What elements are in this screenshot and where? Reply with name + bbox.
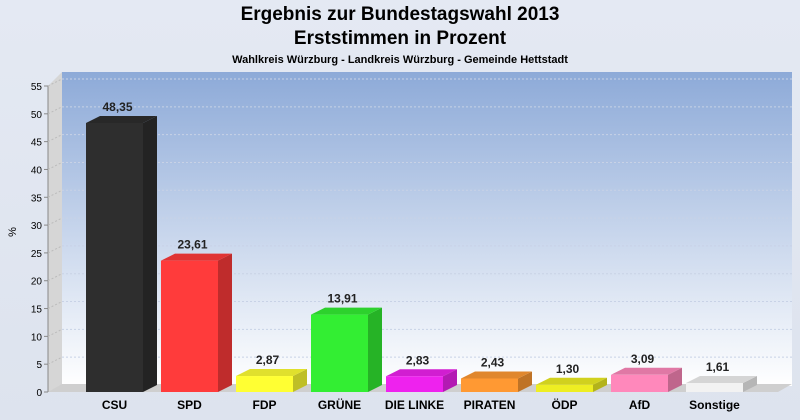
gridline-side	[47, 78, 63, 87]
y-tick-label: 25	[31, 249, 43, 260]
bar-top	[461, 371, 532, 379]
x-tick-label: ÖDP	[551, 397, 577, 412]
bar-side	[218, 253, 232, 392]
y-tick-label: 5	[36, 360, 42, 371]
bar-ödp	[536, 377, 607, 392]
y-tick-label: 20	[31, 277, 43, 288]
bar-front	[686, 383, 743, 392]
y-tick-label: 15	[31, 305, 43, 316]
bar-top	[611, 367, 682, 375]
y-tick-label: 30	[31, 221, 43, 232]
bar-front	[311, 314, 368, 392]
bar-csu	[86, 115, 157, 393]
x-tick-label: CSU	[102, 398, 127, 412]
bar-side	[593, 377, 607, 392]
x-tick-label: AfD	[629, 398, 651, 412]
gridline-side	[47, 162, 63, 170]
gridline-side	[47, 217, 63, 226]
chart-subtitle: Wahlkreis Würzburg - Landkreis Würzburg …	[232, 54, 568, 66]
y-tick-label: 40	[31, 165, 43, 176]
x-tick-label: GRÜNE	[318, 397, 361, 412]
y-tick-label: 10	[31, 332, 43, 343]
bar-top	[86, 115, 157, 123]
bar-side	[143, 115, 157, 393]
gridline-side	[47, 328, 63, 337]
gridline-side	[47, 106, 63, 115]
data-label: 48,35	[102, 100, 132, 114]
bar-side	[293, 369, 307, 392]
bar-front	[536, 384, 593, 392]
gridline-side	[47, 273, 63, 282]
x-tick-label: FDP	[253, 398, 277, 412]
y-tick-label: 55	[31, 82, 43, 93]
data-label: 2,87	[256, 353, 280, 367]
data-label: 1,61	[706, 360, 730, 374]
bar-fdp	[236, 369, 307, 392]
bar-front	[461, 378, 518, 392]
gridline-side	[47, 301, 63, 309]
bar-piraten	[461, 371, 532, 392]
bar-die-linke	[386, 369, 457, 392]
bar-top	[311, 307, 382, 315]
bar-top	[386, 369, 457, 377]
gridline-side	[47, 134, 63, 143]
data-label: 2,83	[406, 353, 430, 367]
gridline-side	[47, 189, 63, 198]
chart-title: Ergebnis zur Bundestagswahl 2013	[240, 4, 560, 25]
bar-top	[686, 376, 757, 384]
y-tick-label: 35	[31, 193, 43, 204]
bar-side	[368, 307, 382, 392]
bar-afd	[611, 367, 682, 392]
x-tick-label: SPD	[177, 398, 202, 412]
bar-top	[236, 369, 307, 377]
x-tick-label: Sonstige	[689, 398, 740, 412]
chart-title-line2: Erststimmen in Prozent	[293, 28, 507, 49]
bar-front	[236, 376, 293, 392]
plot-side-wall	[48, 72, 62, 392]
data-label: 23,61	[177, 238, 207, 252]
plot-back-wall	[62, 72, 792, 386]
data-label: 13,91	[327, 292, 357, 306]
bar-front	[86, 122, 143, 393]
bar-side	[518, 371, 532, 392]
gridline-side	[47, 245, 63, 254]
bar-grüne	[311, 307, 382, 392]
y-tick-label: 0	[36, 388, 42, 399]
bar-side	[668, 367, 682, 392]
y-tick-label: 50	[31, 110, 43, 121]
bar-side	[443, 369, 457, 392]
data-label: 1,30	[556, 362, 580, 376]
y-tick-label: 45	[31, 138, 43, 149]
bar-top	[161, 253, 232, 261]
x-tick-label: DIE LINKE	[385, 398, 444, 412]
bar-spd	[161, 253, 232, 392]
x-tick-label: PIRATEN	[464, 398, 516, 412]
bar-front	[386, 376, 443, 392]
data-label: 3,09	[631, 352, 655, 366]
bar-front	[161, 260, 218, 392]
gridline-side	[47, 356, 63, 365]
data-label: 2,43	[481, 355, 505, 369]
bar-top	[536, 377, 607, 385]
bar-side	[743, 376, 757, 392]
bar-sonstige	[686, 376, 757, 392]
bar-front	[611, 374, 668, 392]
